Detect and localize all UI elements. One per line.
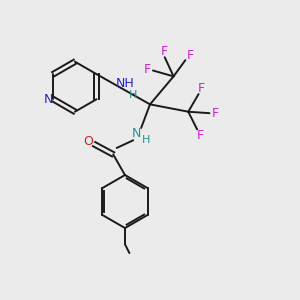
Text: O: O: [83, 135, 93, 148]
Text: N: N: [43, 93, 52, 106]
Text: NH: NH: [116, 77, 134, 91]
Text: H: H: [129, 90, 137, 100]
Text: F: F: [143, 62, 151, 76]
Text: F: F: [161, 45, 168, 58]
Text: F: F: [212, 107, 219, 120]
Text: F: F: [196, 129, 204, 142]
Text: F: F: [187, 49, 194, 62]
Text: H: H: [142, 135, 150, 145]
Text: F: F: [198, 82, 205, 95]
Text: N: N: [132, 127, 141, 140]
